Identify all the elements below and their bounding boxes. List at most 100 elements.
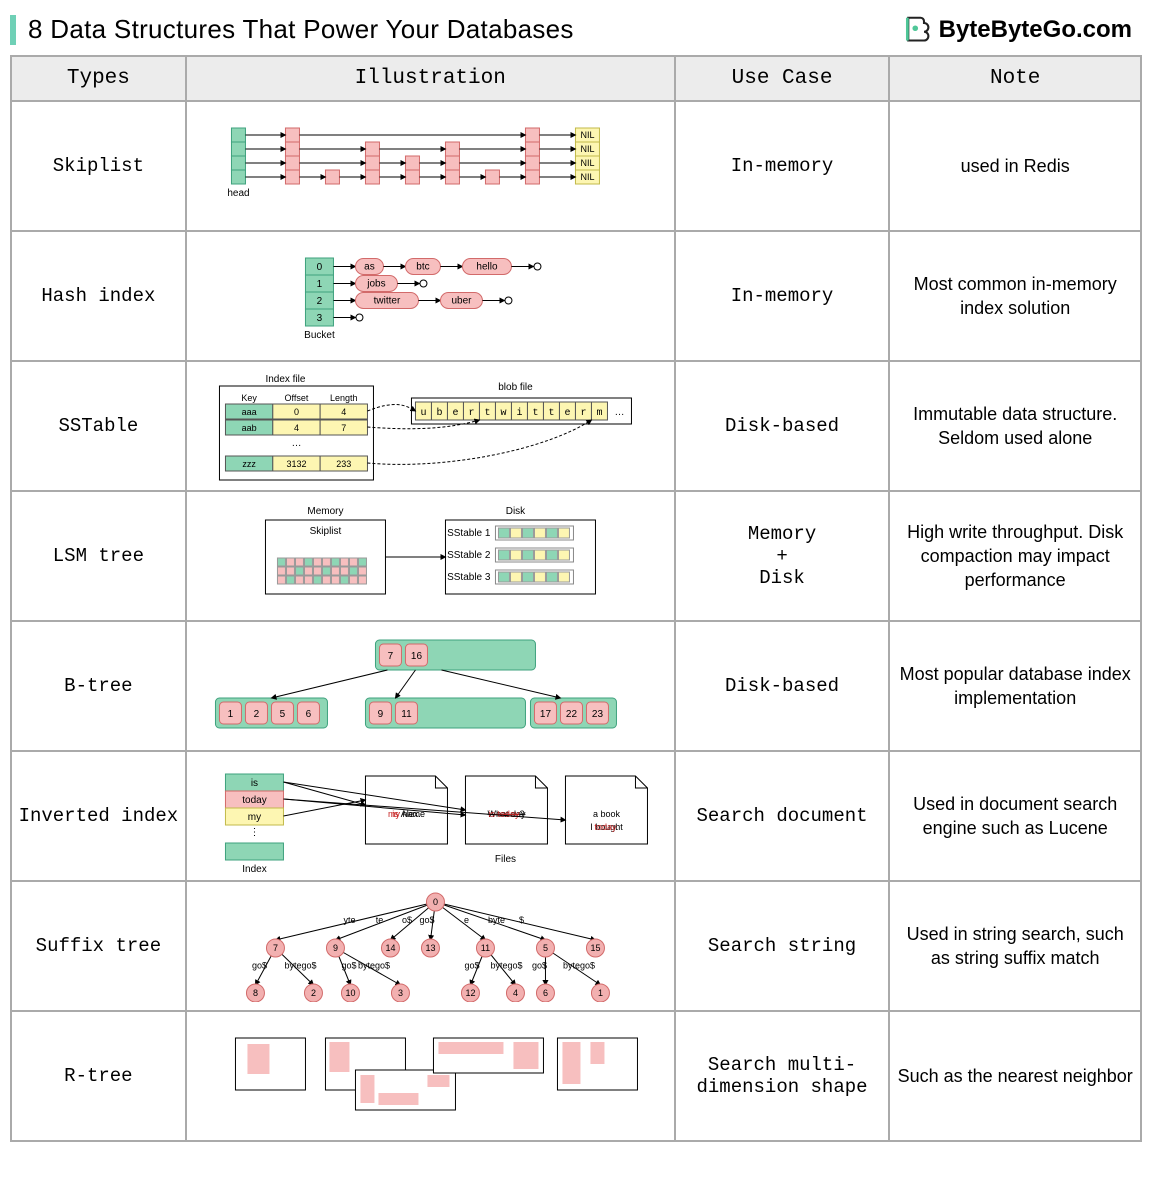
col-usecase: Use Case <box>675 56 890 101</box>
cell-usecase: Disk-based <box>675 361 890 491</box>
cell-illustration: Index fileKeyOffsetLengthaaa04aab47…zzz3… <box>186 361 675 491</box>
svg-text:Disk: Disk <box>506 506 526 517</box>
svg-text:13: 13 <box>425 943 435 953</box>
svg-text:1: 1 <box>227 709 233 720</box>
svg-text:yte: yte <box>343 915 355 925</box>
svg-text:r: r <box>580 408 586 419</box>
svg-text:12: 12 <box>465 988 475 998</box>
svg-text:1: 1 <box>598 988 603 998</box>
svg-text:4: 4 <box>513 988 518 998</box>
svg-text:zzz: zzz <box>242 459 256 469</box>
cell-note: Most common in-memory index solution <box>889 231 1141 361</box>
cell-type: Hash index <box>11 231 186 361</box>
svg-text:aaa: aaa <box>241 407 256 417</box>
svg-text:te: te <box>375 915 383 925</box>
svg-text:t: t <box>484 408 490 419</box>
cell-type: B-tree <box>11 621 186 751</box>
cell-usecase: Search multi-dimension shape <box>675 1011 890 1141</box>
svg-text:16: 16 <box>411 651 423 662</box>
svg-text:m: m <box>596 408 602 419</box>
svg-text:0: 0 <box>294 407 299 417</box>
svg-text:23: 23 <box>592 709 604 720</box>
svg-text:my: my <box>248 812 261 823</box>
cell-illustration: headNILNILNILNIL <box>186 101 675 231</box>
brand-text: ByteByteGo.com <box>939 16 1132 44</box>
svg-text:go$: go$ <box>419 915 434 925</box>
svg-text:as: as <box>364 262 375 273</box>
svg-text:14: 14 <box>385 943 395 953</box>
svg-text:Length: Length <box>330 393 358 403</box>
table-row: LSM tree MemoryDiskSkiplistSStable 1SSta… <box>11 491 1141 621</box>
cell-illustration <box>186 1011 675 1141</box>
svg-text:t: t <box>548 408 554 419</box>
cell-type: LSM tree <box>11 491 186 621</box>
table-row: Suffix tree yteteo$go$ebyte$go$bytego$go… <box>11 881 1141 1011</box>
svg-text:4: 4 <box>294 423 299 433</box>
ds-table: Types Illustration Use Case Note Skiplis… <box>10 55 1142 1142</box>
col-note: Note <box>889 56 1141 101</box>
svg-text:is today?: is today? <box>488 809 524 819</box>
brand: ByteByteGo.com <box>903 16 1132 44</box>
svg-text:Memory: Memory <box>307 506 343 517</box>
svg-text:11: 11 <box>401 709 412 720</box>
svg-text:⋮: ⋮ <box>249 827 259 838</box>
svg-text:SStable 1: SStable 1 <box>447 528 491 539</box>
page-title: 8 Data Structures That Power Your Databa… <box>28 14 574 45</box>
svg-text:1: 1 <box>316 279 322 290</box>
table-row: B-tree 7161256911172223 Disk-based Most … <box>11 621 1141 751</box>
table-row: R-tree Search multi-dimension shape Such… <box>11 1011 1141 1141</box>
svg-text:a book: a book <box>593 809 621 819</box>
accent-bar <box>10 15 16 45</box>
svg-text:jobs: jobs <box>366 279 385 290</box>
cell-type: Inverted index <box>11 751 186 881</box>
svg-text:Key: Key <box>241 393 257 403</box>
cell-usecase: Memory + Disk <box>675 491 890 621</box>
cell-usecase: Disk-based <box>675 621 890 751</box>
svg-text:3: 3 <box>316 313 322 324</box>
svg-text:9: 9 <box>377 709 383 720</box>
svg-text:2: 2 <box>311 988 316 998</box>
table-row: Hash index 0123Bucket as btc hello jobs … <box>11 231 1141 361</box>
svg-text:8: 8 <box>253 988 258 998</box>
cell-illustration: MemoryDiskSkiplistSStable 1SStable 2SSta… <box>186 491 675 621</box>
svg-text:Offset: Offset <box>284 393 308 403</box>
svg-text:Skiplist: Skiplist <box>309 526 341 537</box>
cell-note: High write throughput. Disk compaction m… <box>889 491 1141 621</box>
svg-text:i: i <box>516 407 522 419</box>
table-row: SSTable Index fileKeyOffsetLengthaaa04aa… <box>11 361 1141 491</box>
cell-illustration: 7161256911172223 <box>186 621 675 751</box>
svg-text:10: 10 <box>345 988 355 998</box>
cell-usecase: In-memory <box>675 231 890 361</box>
svg-text:7: 7 <box>387 651 393 662</box>
cell-note: Used in document search engine such as L… <box>889 751 1141 881</box>
svg-text:5: 5 <box>543 943 548 953</box>
svg-text:e: e <box>452 408 458 419</box>
svg-text:$: $ <box>519 915 524 925</box>
cell-type: SSTable <box>11 361 186 491</box>
svg-text:11: 11 <box>481 943 490 953</box>
svg-text:u: u <box>420 408 426 419</box>
svg-text:blob file: blob file <box>498 382 533 393</box>
svg-text:head: head <box>227 188 249 199</box>
svg-text:NIL: NIL <box>580 158 594 168</box>
svg-text:22: 22 <box>566 709 578 720</box>
svg-text:b: b <box>436 407 442 419</box>
svg-text:bytego$: bytego$ <box>284 961 316 971</box>
col-types: Types <box>11 56 186 101</box>
brand-icon <box>903 16 931 44</box>
svg-text:w: w <box>500 408 506 419</box>
svg-text:5: 5 <box>279 709 285 720</box>
svg-text:today: today <box>242 795 266 806</box>
cell-type: Skiplist <box>11 101 186 231</box>
table-header-row: Types Illustration Use Case Note <box>11 56 1141 101</box>
svg-text:e: e <box>464 915 469 925</box>
svg-text:15: 15 <box>590 943 600 953</box>
svg-text:Files: Files <box>495 854 516 865</box>
svg-text:e: e <box>564 408 570 419</box>
page-header: 8 Data Structures That Power Your Databa… <box>0 0 1152 55</box>
cell-usecase: In-memory <box>675 101 890 231</box>
svg-text:btc: btc <box>416 262 429 273</box>
svg-text:bytego$: bytego$ <box>490 961 522 971</box>
svg-text:3132: 3132 <box>286 459 306 469</box>
table-row: Inverted index istodaymy⋮Indexmy nameis … <box>11 751 1141 881</box>
